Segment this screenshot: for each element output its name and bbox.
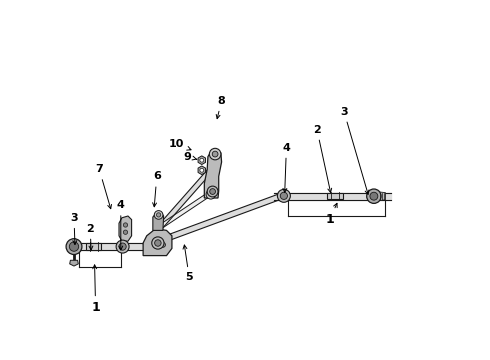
Circle shape: [123, 230, 127, 234]
Text: 3: 3: [340, 107, 369, 194]
Text: 5: 5: [183, 245, 193, 282]
Text: 3: 3: [70, 213, 78, 244]
Polygon shape: [198, 156, 205, 165]
Circle shape: [152, 237, 164, 249]
Circle shape: [370, 192, 378, 200]
Circle shape: [66, 239, 82, 255]
Polygon shape: [198, 166, 205, 175]
Circle shape: [212, 151, 218, 157]
Circle shape: [153, 240, 158, 246]
Circle shape: [367, 189, 381, 203]
Circle shape: [207, 186, 218, 197]
Polygon shape: [86, 243, 101, 250]
Circle shape: [206, 190, 216, 199]
Text: 1: 1: [91, 265, 100, 314]
Circle shape: [69, 242, 79, 251]
Text: 4: 4: [117, 200, 125, 250]
Circle shape: [116, 240, 129, 253]
Circle shape: [160, 242, 166, 247]
Polygon shape: [143, 193, 282, 249]
Polygon shape: [378, 192, 386, 201]
Circle shape: [119, 243, 126, 250]
Text: 1: 1: [325, 203, 337, 226]
Circle shape: [210, 189, 216, 194]
Circle shape: [200, 168, 204, 172]
Text: 10: 10: [169, 139, 191, 150]
Text: 9: 9: [183, 152, 197, 162]
Polygon shape: [153, 212, 164, 230]
Polygon shape: [159, 189, 216, 229]
Polygon shape: [143, 229, 172, 256]
Polygon shape: [70, 260, 78, 266]
Circle shape: [156, 213, 161, 217]
Text: 2: 2: [313, 125, 332, 193]
Text: 4: 4: [282, 143, 291, 192]
Circle shape: [123, 223, 127, 227]
Circle shape: [277, 189, 291, 202]
Polygon shape: [204, 150, 221, 198]
Text: 7: 7: [96, 164, 112, 209]
Polygon shape: [327, 193, 343, 199]
Circle shape: [155, 240, 161, 246]
Text: 2: 2: [86, 224, 94, 250]
Polygon shape: [158, 164, 216, 229]
Circle shape: [280, 192, 288, 199]
Text: 8: 8: [216, 96, 225, 119]
Circle shape: [154, 211, 163, 219]
Circle shape: [209, 148, 221, 160]
Polygon shape: [119, 216, 132, 241]
Text: 6: 6: [152, 171, 161, 207]
Circle shape: [200, 158, 204, 162]
